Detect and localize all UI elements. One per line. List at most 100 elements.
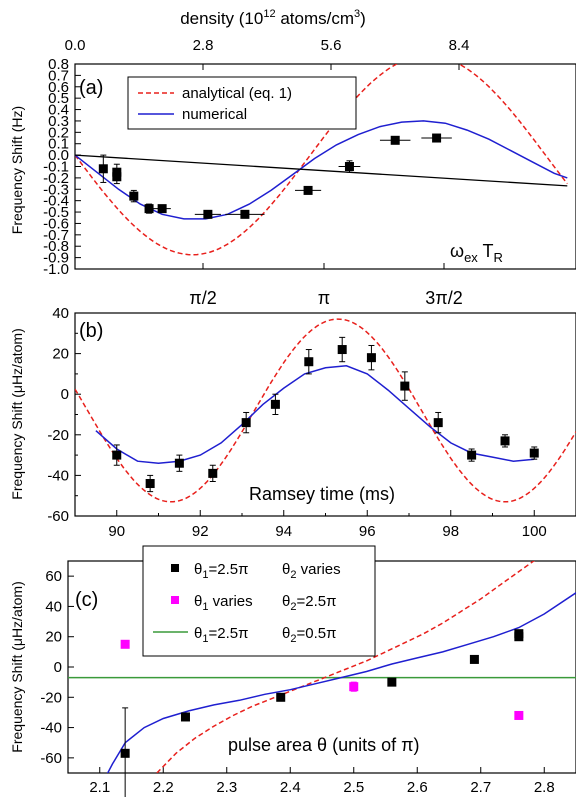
panel-b: 40 20 0 -20 -40 -60 90 92 94 96 98 100 (b) Ramsey t… (9, 305, 576, 540)
panel-b-point (270, 399, 280, 409)
panel-b-ylabel: Frequency Shift (μHz/atom) (9, 328, 25, 499)
panel-c-data-points (120, 629, 524, 797)
panel-b-axes: 40 20 0 -20 -40 -60 90 92 94 96 98 100 (47, 305, 576, 540)
panel-a-ytick-label: 0.2 (48, 124, 69, 141)
panel-c-xtick-label: 2.5 (343, 779, 364, 796)
panel-b-xlabel: Ramsey time (ms) (249, 484, 395, 504)
panel-a-analytical-curve (75, 64, 568, 256)
panel-a-point (144, 204, 154, 214)
panel-b-ytick-label: -60 (47, 508, 69, 525)
panel-c-ytick-label: -20 (40, 689, 62, 706)
panel-a-ytick-label: 0.4 (48, 102, 69, 119)
panel-a-point (98, 164, 108, 174)
panel-b-point (366, 353, 376, 363)
panel-a-point (432, 133, 442, 143)
panel-b-point (112, 450, 122, 460)
panel-c-ytick-label: 0 (54, 659, 62, 676)
panel-b-xtick-label: 92 (192, 523, 209, 540)
panel-b-data-points (112, 336, 539, 493)
panel-c-black-point (387, 677, 397, 687)
panel-a-ytick-label: -0.3 (43, 181, 69, 198)
panel-c-ytick-label: 60 (45, 568, 62, 585)
panel-c-curves (68, 561, 576, 773)
panel-a-ytick-label: -0.8 (43, 238, 69, 255)
panel-b-point (433, 418, 443, 428)
panel-a-bottom-tick-label: π/2 (189, 288, 216, 308)
panel-a-ytick-label: 0.8 (48, 56, 69, 73)
panel-c-xtick-label: 2.1 (89, 779, 110, 796)
panel-a-point (157, 204, 167, 214)
panel-a-ytick-label: 0.3 (48, 113, 69, 130)
panel-a-data-points (98, 133, 452, 219)
panel-a-point (129, 191, 139, 201)
panel-c: 60 40 20 0 -20 -40 -60 2.1 2.2 2.3 2.4 2.5 2.6 2.7 2.8… (9, 545, 576, 797)
panel-a-ytick-label: -0.4 (43, 193, 69, 210)
panel-a-axes: 0.80.70.60.50.40.30.20.10.0-0.1-0.2-0.3-… (43, 56, 81, 278)
panel-c-magenta-point (120, 639, 130, 649)
panel-b-xtick-label: 96 (359, 523, 376, 540)
panel-a-top-tick-labels: 0.0 2.8 5.6 8.4 (65, 37, 469, 70)
panel-c-black-point (276, 692, 286, 702)
panel-a-ytick-label: -0.1 (43, 159, 69, 176)
panel-c-ytick-label: -60 (40, 750, 62, 767)
panel-b-point (304, 357, 314, 367)
panel-a-top-tick-label: 5.6 (321, 37, 342, 54)
panel-c-xtick-label: 2.2 (153, 779, 174, 796)
panel-a-ytick-label: -0.9 (43, 250, 69, 267)
panel-b-point (467, 450, 477, 460)
panel-b-numerical-curve (95, 365, 535, 464)
panel-c-label: (c) (75, 589, 98, 611)
panel-a-ytick-label: 0.7 (48, 67, 69, 84)
panel-c-xtick-label: 2.6 (407, 779, 428, 796)
panel-b-curves (75, 318, 576, 503)
legend-black-marker (171, 564, 179, 572)
panel-a-point (390, 135, 400, 145)
panel-a-ytick-label: 0.1 (48, 136, 69, 153)
panel-a-ytick-label: -0.7 (43, 227, 69, 244)
panel-b-point (241, 418, 251, 428)
panel-a-label: (a) (79, 77, 103, 99)
panel-b-point (174, 458, 184, 468)
panel-c-ytick-label: -40 (40, 720, 62, 737)
panel-b-point (400, 381, 410, 391)
panel-c-legend-box (142, 545, 376, 657)
panel-a-top-tick-label: 0.0 (65, 37, 86, 54)
legend-green-label: θ1=2.5π θ2=0.5π (194, 625, 336, 645)
panel-c-ytick-label: 40 (45, 598, 62, 615)
legend-analytical-label: analytical (eq. 1) (182, 85, 292, 102)
panel-c-ytick-label: 20 (45, 629, 62, 646)
panel-a-ytick-label: -0.2 (43, 170, 69, 187)
panel-a-ytick-label: -0.5 (43, 204, 69, 221)
panel-b-point (337, 345, 347, 355)
panel-c-xtick-label: 2.3 (216, 779, 237, 796)
panel-b-xtick-label: 90 (108, 523, 125, 540)
panel-a: density (1012 atoms/cm3) 0.0 2.8 5.6 8.4 0.… (9, 8, 576, 308)
panel-a-top-axis-title: density (1012 atoms/cm3) (180, 8, 366, 28)
legend-numerical-label: numerical (182, 106, 247, 123)
panel-c-xtick-label: 2.7 (470, 779, 491, 796)
panel-c-legend: θ1=2.5π θ2 varies θ1 varies θ2=2.5π θ1=2.5… (142, 545, 376, 657)
panel-a-linear-line (75, 154, 568, 187)
panel-c-magenta-point (349, 682, 359, 692)
panel-a-point (203, 209, 213, 219)
panel-b-point (500, 436, 510, 446)
panel-b-xtick-label: 100 (522, 523, 547, 540)
panel-b-xtick-label: 98 (442, 523, 459, 540)
panel-a-annotation: ωex TR (450, 241, 503, 265)
panel-b-point (145, 479, 155, 489)
panel-b-ytick-label: 40 (52, 305, 69, 322)
panel-a-ytick-label: -1.0 (43, 261, 69, 278)
panel-a-legend: analytical (eq. 1) numerical (127, 76, 357, 130)
panel-a-bottom-tick-label: 3π/2 (425, 288, 462, 308)
panel-a-bottom-tick-label: π (318, 288, 330, 308)
panel-c-black-point (120, 748, 130, 758)
panel-c-numerical-curve (106, 592, 576, 773)
panel-b-point (208, 468, 218, 478)
panel-a-bottom-tick-labels: π/2 π 3π/2 (189, 263, 463, 308)
panel-a-ylabel: Frequency Shift (Hz) (9, 106, 25, 234)
panel-c-black-point (514, 629, 524, 639)
panel-a-legend-box (127, 76, 357, 130)
panel-c-xtick-label: 2.4 (280, 779, 301, 796)
panel-c-axes: 60 40 20 0 -20 -40 -60 2.1 2.2 2.3 2.4 2.5 2.6 2.7 2.8 (40, 568, 554, 796)
